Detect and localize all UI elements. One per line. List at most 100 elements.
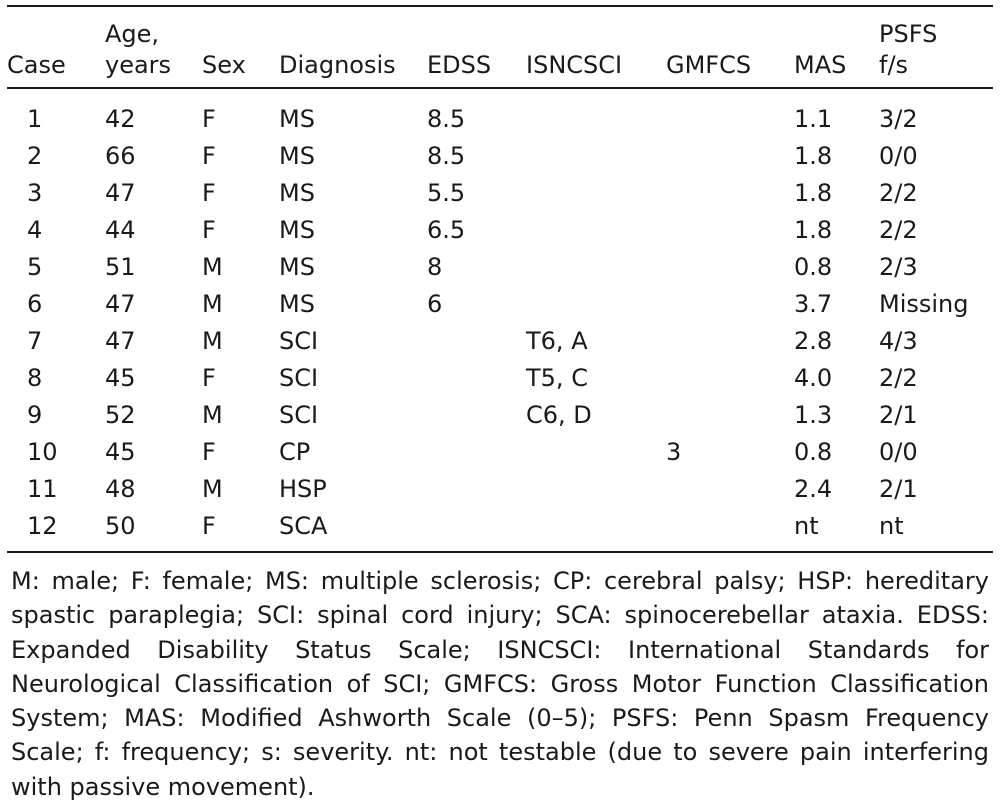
cell-sex: M [202,253,223,281]
cell-psfs: 2/1 [879,401,918,429]
cell-age: 47 [105,290,136,318]
cell-edss: 6.5 [427,216,466,244]
cell-sex: F [202,512,216,540]
cell-diagnosis: SCA [279,512,328,540]
cell-isncsci [526,212,666,249]
cell-case: 9 [27,401,43,429]
table-row: 9 52 M SCI C6, D 1.3 2/1 [7,397,993,434]
column-header-sex: Sex [202,7,279,89]
cell-gmfcs [666,88,794,138]
column-header-line2: years [105,51,172,79]
cell-edss: 5.5 [427,179,466,207]
cell-edss: 8.5 [427,142,466,170]
table-row: 1 42 F MS 8.5 1.1 3/2 [7,88,993,138]
table-row: 11 48 M HSP 2.4 2/1 [7,471,993,508]
table-top-rule [7,5,993,7]
cell-case: 10 [27,438,58,466]
table-row: 3 47 F MS 5.5 1.8 2/2 [7,175,993,212]
column-header-line2: Case [7,51,66,79]
cell-isncsci: T5, C [526,364,588,392]
cell-sex: M [202,475,223,503]
column-header-psfs: PSFS f/s [879,7,993,89]
cell-gmfcs [666,249,794,286]
cell-edss [427,434,526,471]
cell-age: 47 [105,179,136,207]
table-row: 4 44 F MS 6.5 1.8 2/2 [7,212,993,249]
column-header-line1: PSFS [879,20,938,48]
cell-diagnosis: MS [279,105,315,133]
table-row: 12 50 F SCA nt nt [7,508,993,551]
cell-case: 2 [27,142,43,170]
column-header-case: Case [7,7,105,89]
cell-case: 8 [27,364,43,392]
cell-sex: F [202,364,216,392]
cell-mas: nt [794,512,819,540]
column-header-line2: Diagnosis [279,51,396,79]
table-row: 10 45 F CP 3 0.8 0/0 [7,434,993,471]
cell-psfs: 2/1 [879,475,918,503]
column-header-line1 [279,19,427,50]
table-row: 7 47 M SCI T6, A 2.8 4/3 [7,323,993,360]
cell-diagnosis: SCI [279,364,319,392]
cell-edss [427,471,526,508]
cell-age: 50 [105,512,136,540]
table-header-row: Case Age, years Sex Diagnosis EDSS ISNCSCI… [7,7,993,89]
cell-sex: F [202,438,216,466]
cell-edss [427,397,526,434]
cell-mas: 1.8 [794,216,833,244]
cell-sex: M [202,401,223,429]
cell-sex: F [202,216,216,244]
cell-psfs: 4/3 [879,327,918,355]
cell-age: 47 [105,327,136,355]
cell-diagnosis: MS [279,290,315,318]
cell-mas: 2.8 [794,327,833,355]
column-header-edss: EDSS [427,7,526,89]
cell-gmfcs [666,323,794,360]
cell-sex: M [202,327,223,355]
cell-psfs: nt [879,512,904,540]
cell-sex: F [202,105,216,133]
cell-isncsci [526,508,666,551]
cell-age: 51 [105,253,136,281]
cell-case: 6 [27,290,43,318]
cell-diagnosis: SCI [279,327,319,355]
cell-psfs: 2/2 [879,364,918,392]
cell-isncsci [526,286,666,323]
cell-mas: 0.8 [794,253,833,281]
cell-gmfcs [666,397,794,434]
cell-age: 52 [105,401,136,429]
column-header-gmfcs: GMFCS [666,7,794,89]
cell-case: 1 [27,105,43,133]
column-header-mas: MAS [794,7,879,89]
cell-edss [427,323,526,360]
column-header-line2: Sex [202,51,246,79]
cell-case: 12 [27,512,58,540]
cell-isncsci: T6, A [526,327,588,355]
cell-isncsci [526,138,666,175]
column-header-line2: ISNCSCI [526,51,623,79]
cell-edss: 8.5 [427,105,466,133]
column-header-line2: MAS [794,51,847,79]
cell-age: 44 [105,216,136,244]
cell-mas: 4.0 [794,364,833,392]
patient-characteristics-table: Case Age, years Sex Diagnosis EDSS ISNCSCI… [7,7,993,551]
column-header-isncsci: ISNCSCI [526,7,666,89]
cell-age: 45 [105,364,136,392]
column-header-line1: Age, [105,20,160,48]
column-header-line1 [666,19,794,50]
column-header-line1 [526,19,666,50]
cell-psfs: 0/0 [879,438,918,466]
column-header-age: Age, years [105,7,202,89]
cell-psfs: 2/2 [879,179,918,207]
cell-diagnosis: MS [279,179,315,207]
cell-isncsci: C6, D [526,401,592,429]
cell-gmfcs [666,212,794,249]
cell-diagnosis: SCI [279,401,319,429]
cell-edss: 6 [427,290,443,318]
column-header-line1 [202,19,279,50]
cell-age: 42 [105,105,136,133]
column-header-line2: EDSS [427,51,492,79]
cell-edss [427,508,526,551]
table-body: 1 42 F MS 8.5 1.1 3/2 2 66 F MS 8.5 1.8 0/0 3 47 F MS 5.5 1… [7,88,993,551]
cell-mas: 1.1 [794,105,833,133]
